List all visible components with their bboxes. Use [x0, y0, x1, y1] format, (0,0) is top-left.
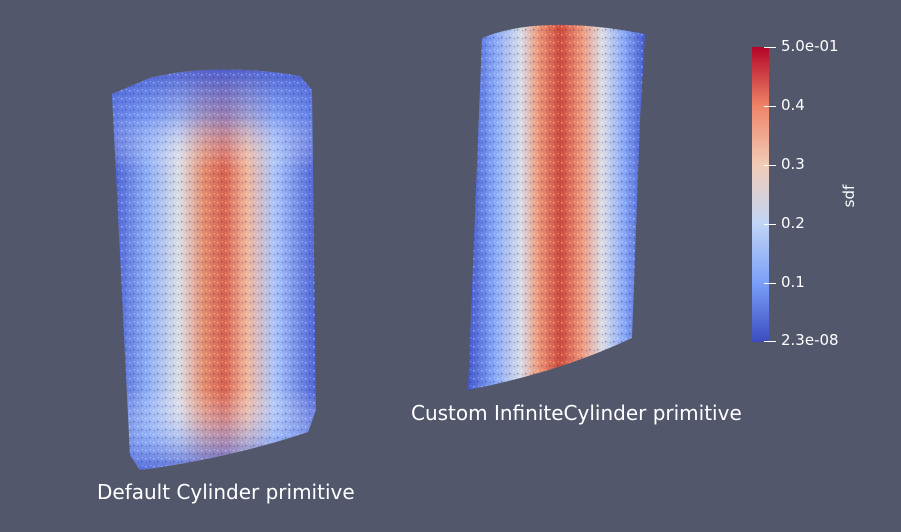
default-cylinder-render	[112, 69, 316, 470]
colorbar-tick-label: 0.2	[781, 214, 805, 232]
colorbar-gradient	[752, 47, 769, 342]
colorbar-ticks	[764, 47, 776, 342]
colorbar-title: sdf	[840, 184, 858, 208]
colorbar-tick-label: 0.3	[781, 155, 805, 173]
default-cylinder-caption: Default Cylinder primitive	[97, 480, 355, 504]
colorbar-tick-label: 0.1	[781, 273, 805, 291]
infinite-cylinder-caption: Custom InfiniteCylinder primitive	[411, 401, 742, 425]
colorbar-max-label: 5.0e-01	[781, 37, 839, 55]
colorbar-min-label: 2.3e-08	[781, 331, 839, 349]
infinite-cylinder-render	[468, 24, 645, 391]
colorbar-tick-label: 0.4	[781, 96, 805, 114]
colorbar	[752, 47, 776, 342]
